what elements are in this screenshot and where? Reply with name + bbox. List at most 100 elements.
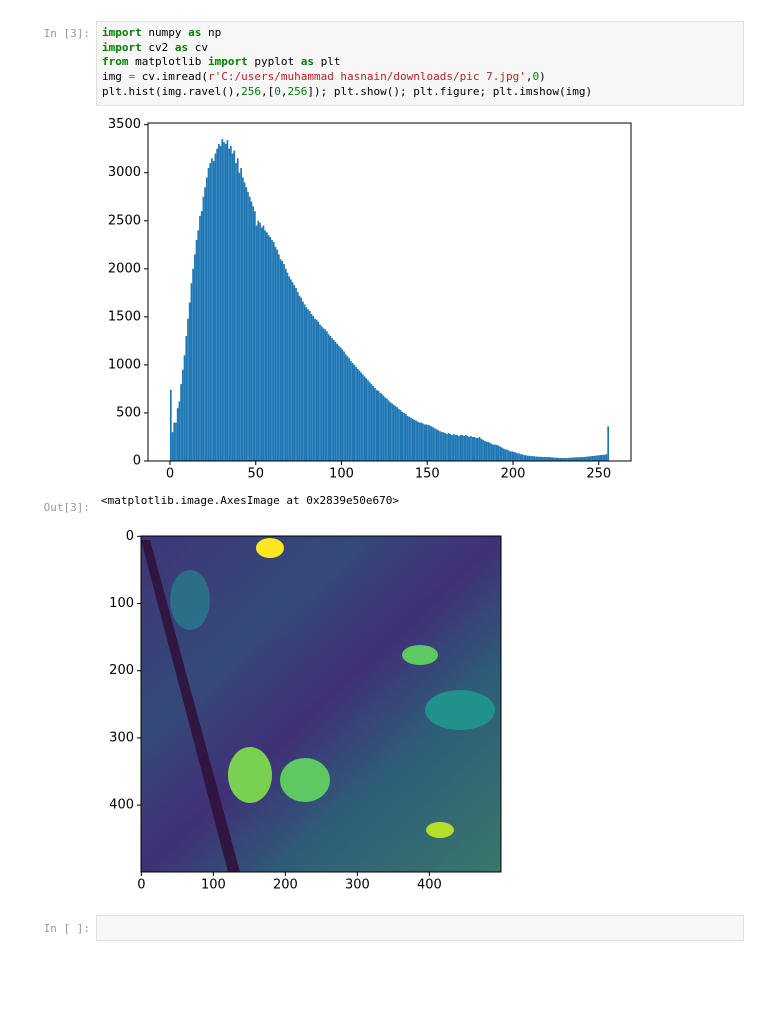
- bar: [478, 436, 481, 461]
- code-token: as: [300, 55, 314, 69]
- bar: [435, 429, 438, 461]
- bar: [569, 457, 572, 461]
- bar: [257, 220, 260, 461]
- bar: [358, 370, 361, 461]
- bar: [283, 264, 285, 461]
- code-cell[interactable]: import numpy as np import cv2 as cv from m…: [96, 21, 744, 106]
- bar: [223, 141, 225, 461]
- bar: [482, 439, 484, 461]
- bar: [228, 148, 230, 461]
- bar: [324, 329, 327, 461]
- bar: [298, 295, 301, 461]
- bar: [315, 319, 318, 461]
- bar: [439, 431, 441, 461]
- bar: [554, 457, 556, 461]
- bar: [562, 458, 565, 461]
- bar: [398, 409, 400, 461]
- bar: [446, 434, 448, 461]
- bar: [597, 455, 599, 461]
- code-token: =: [128, 70, 136, 84]
- bar: [380, 393, 383, 461]
- x-tick-label: 0: [137, 878, 145, 893]
- bar: [375, 389, 378, 461]
- bar: [351, 362, 354, 461]
- bar: [319, 324, 321, 461]
- bar: [413, 419, 416, 461]
- bar: [202, 196, 205, 461]
- bar: [176, 408, 179, 461]
- bar: [494, 444, 496, 461]
- bar: [557, 457, 560, 461]
- bar: [519, 454, 522, 461]
- bar: [420, 422, 423, 461]
- code-token: matplotlib: [128, 55, 208, 69]
- bar: [266, 232, 268, 461]
- x-tick-label: 0: [166, 467, 174, 482]
- bar: [219, 145, 222, 462]
- bar: [255, 225, 258, 461]
- bar: [495, 444, 498, 461]
- bar: [193, 254, 196, 461]
- bar: [607, 426, 610, 461]
- bar: [571, 457, 574, 461]
- y-tick-label: 2000: [108, 261, 141, 276]
- bar: [286, 272, 289, 461]
- bar: [250, 201, 253, 461]
- code-token: cv: [188, 40, 208, 54]
- bar: [488, 442, 491, 461]
- bar: [502, 448, 505, 461]
- bar: [593, 455, 596, 461]
- bar: [600, 455, 603, 461]
- bar: [447, 433, 450, 461]
- code-token: cv2: [141, 40, 175, 54]
- y-tick-label: 1000: [108, 357, 141, 372]
- bar: [216, 148, 218, 461]
- bar: [458, 436, 460, 461]
- bar: [605, 454, 608, 461]
- bar: [372, 386, 375, 461]
- bar: [406, 415, 409, 461]
- bar: [346, 356, 349, 461]
- bar: [214, 153, 217, 461]
- bar: [427, 424, 429, 461]
- bar: [561, 458, 563, 461]
- bar: [552, 457, 555, 461]
- y-tick-label: 0: [133, 454, 141, 469]
- empty-code-cell[interactable]: [96, 915, 744, 941]
- code-token: import: [207, 55, 248, 69]
- bar: [322, 328, 325, 461]
- y-tick-label: 400: [109, 798, 134, 813]
- bar: [540, 456, 543, 461]
- bar: [332, 339, 335, 461]
- bar: [411, 418, 414, 461]
- bar: [404, 413, 407, 461]
- y-tick-label: 3000: [108, 165, 141, 180]
- code-token: img: [102, 70, 129, 84]
- bar: [365, 378, 368, 461]
- bar: [444, 433, 447, 461]
- bar: [314, 318, 316, 461]
- bar: [521, 454, 524, 461]
- bar: [181, 369, 184, 461]
- code-token: cv.imread(: [135, 70, 208, 84]
- bar: [509, 451, 512, 461]
- bar: [511, 451, 513, 461]
- x-tick-label: 200: [273, 878, 298, 893]
- bar: [310, 313, 313, 461]
- bar: [190, 283, 193, 461]
- code-token: import: [102, 40, 142, 54]
- bar: [192, 268, 194, 461]
- bar: [360, 372, 363, 461]
- bar: [514, 452, 517, 461]
- bar: [204, 187, 206, 461]
- bar: [566, 457, 568, 461]
- code-token: 256: [241, 84, 261, 98]
- bar: [507, 450, 510, 461]
- code-token: r'C:/users/muhammad hasnain/downloads/pi…: [207, 70, 526, 84]
- bar: [430, 426, 433, 461]
- bar: [178, 401, 181, 461]
- bar: [533, 456, 536, 461]
- bar: [336, 343, 339, 461]
- bar: [470, 436, 472, 461]
- bar: [410, 417, 412, 461]
